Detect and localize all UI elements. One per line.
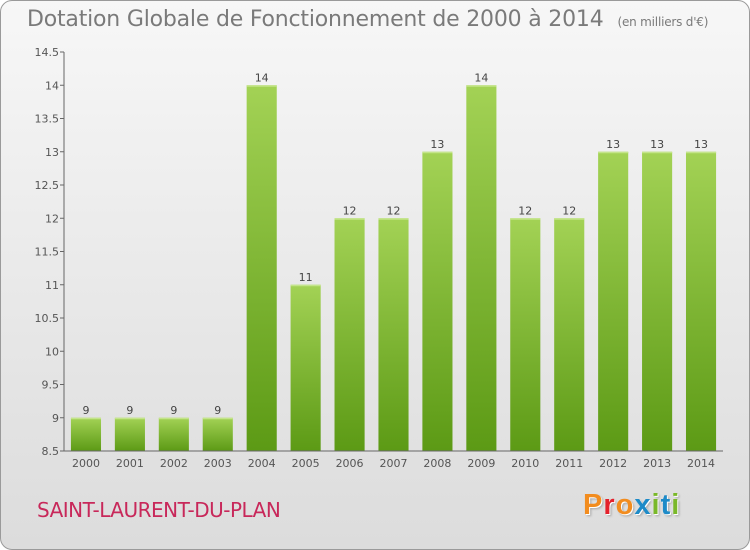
bar-value-label: 14 <box>474 71 488 84</box>
x-tick-label: 2007 <box>380 457 408 470</box>
x-tick-label: 2004 <box>248 457 276 470</box>
bar-2002 <box>158 417 189 451</box>
x-tick-label: 2003 <box>204 457 232 470</box>
y-tick-label: 10 <box>45 345 59 358</box>
bar-highlight <box>246 85 277 87</box>
bar-highlight <box>685 151 717 154</box>
bar-highlight <box>202 417 233 420</box>
logo-letter: r <box>603 489 616 521</box>
bar-highlight <box>158 417 189 420</box>
bar-value-label: 12 <box>518 204 532 217</box>
logo-letter: x <box>634 489 652 521</box>
bar-highlight <box>378 218 409 220</box>
bar-2007 <box>378 218 409 451</box>
chart-title-block: Dotation Globale de Fonctionnement de 20… <box>27 7 708 32</box>
chart-title: Dotation Globale de Fonctionnement de 20… <box>27 7 604 32</box>
bar-highlight <box>422 151 453 154</box>
y-tick-label: 8.5 <box>42 445 60 458</box>
x-tick-label: 2000 <box>72 457 100 470</box>
x-tick-label: 2014 <box>687 457 715 470</box>
y-axis: 8.5 9 9.5 10 10.5 11 11.5 12 12.5 13 13.5 14 14.5 <box>35 46 65 458</box>
bar-2005 <box>290 284 321 451</box>
y-tick-label: 12.5 <box>35 179 60 192</box>
bar-highlight <box>70 417 102 420</box>
x-tick-label: 2012 <box>599 457 627 470</box>
bar-2014 <box>685 151 717 451</box>
bar-value-label: 12 <box>562 204 576 217</box>
logo-letter: o <box>615 489 635 521</box>
bar-highlight <box>334 218 365 220</box>
bar-value-label: 13 <box>430 138 444 151</box>
bar-2011 <box>554 218 585 451</box>
logo-letter: i <box>651 489 661 521</box>
bar-highlight <box>598 151 629 154</box>
bar-value-label: 13 <box>650 138 664 151</box>
bar-value-label: 12 <box>387 204 401 217</box>
y-tick-label: 11 <box>45 279 59 292</box>
bar-2009 <box>466 85 497 451</box>
bar-2001 <box>114 417 145 451</box>
bar-value-label: 13 <box>694 138 708 151</box>
bar-2013 <box>642 151 673 451</box>
bar-highlight <box>466 85 497 87</box>
bar-value-label: 9 <box>126 404 133 417</box>
bar-value-label: 12 <box>343 204 357 217</box>
y-tick-label: 10.5 <box>35 312 60 325</box>
y-tick-label: 12 <box>45 212 59 225</box>
y-tick-label: 13.5 <box>35 113 60 126</box>
x-tick-label: 2013 <box>643 457 671 470</box>
x-tick-label: 2011 <box>555 457 583 470</box>
bar-2012 <box>598 151 629 451</box>
proxiti-logo[interactable]: Proxiti <box>583 489 680 522</box>
logo-letter: i <box>671 489 681 521</box>
y-tick-label: 13 <box>45 146 59 159</box>
bar-value-label: 9 <box>170 404 177 417</box>
bar-2010 <box>510 218 541 451</box>
x-tick-label: 2005 <box>292 457 320 470</box>
x-tick-label: 2006 <box>336 457 364 470</box>
bar-highlight <box>290 284 321 287</box>
bar-highlight <box>642 151 673 154</box>
x-tick-label: 2002 <box>160 457 188 470</box>
bar-highlight <box>510 218 541 220</box>
bar-value-label: 14 <box>255 71 269 84</box>
bar-value-label: 9 <box>214 404 221 417</box>
y-tick-label: 11.5 <box>35 246 60 259</box>
y-tick-label: 14.5 <box>35 46 60 59</box>
bar-series: 9 9 9 9 14 11 12 12 13 14 12 12 13 13 13 <box>70 71 717 451</box>
bar-2008 <box>422 151 453 451</box>
x-tick-label: 2009 <box>467 457 495 470</box>
y-tick-label: 14 <box>45 79 59 92</box>
logo-letter: P <box>583 489 604 521</box>
x-tick-label: 2001 <box>116 457 144 470</box>
bar-2003 <box>202 417 233 451</box>
bar-2006 <box>334 218 365 451</box>
chart-unit-subtitle: (en milliers d'€) <box>617 15 709 29</box>
bar-2000 <box>70 417 102 451</box>
x-tick-label: 2008 <box>423 457 451 470</box>
bar-highlight <box>554 218 585 220</box>
x-axis: 2000 2001 2002 2003 2004 2005 2006 2007 2008 2009… <box>64 450 723 470</box>
bar-value-label: 11 <box>299 271 313 284</box>
bar-value-label: 9 <box>82 404 89 417</box>
bar-2004 <box>246 85 277 451</box>
bar-highlight <box>114 417 145 420</box>
y-tick-label: 9 <box>52 412 59 425</box>
logo-letter: t <box>660 489 672 521</box>
bar-value-label: 13 <box>606 138 620 151</box>
x-tick-label: 2010 <box>511 457 539 470</box>
y-tick-label: 9.5 <box>42 379 60 392</box>
commune-name: SAINT-LAURENT-DU-PLAN <box>37 498 281 522</box>
